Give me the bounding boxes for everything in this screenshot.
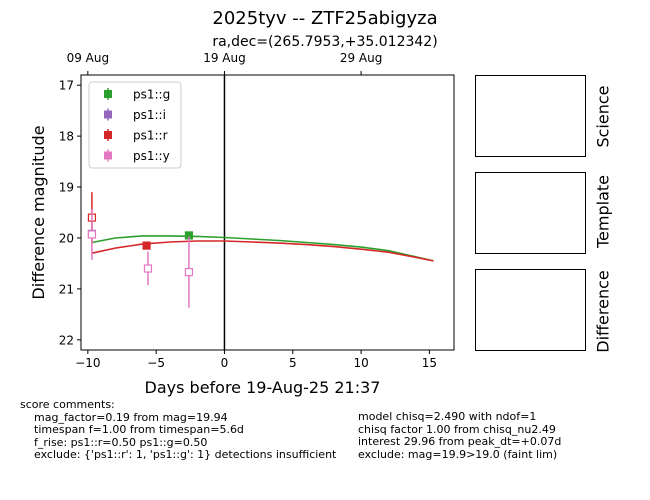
data-points: [87, 192, 194, 308]
legend-label-ps1-r: ps1::r: [133, 129, 168, 143]
legend-marker-ps1-y: [104, 151, 112, 160]
legend-label-ps1-g: ps1::g: [133, 88, 170, 102]
top-tick-label: 29 Aug: [340, 51, 383, 65]
x-tick-label: 10: [353, 356, 368, 370]
legend-label-ps1-y: ps1::y: [133, 149, 170, 163]
point-ps1-y: [184, 267, 194, 277]
y-tick-label: 22: [59, 333, 74, 347]
comment-line: model chisq=2.490 with ndof=1: [358, 410, 537, 423]
comment-line: exclude: mag=19.9>19.0 (faint lim): [358, 447, 558, 461]
x-tick-label: −10: [75, 356, 100, 370]
score-comments-header: score comments:: [20, 398, 115, 411]
science-cutout: [475, 75, 586, 157]
y-tick-label: 20: [59, 231, 74, 245]
figure-title: 2025tyv -- ZTF25abigyza: [212, 8, 438, 29]
y-axis-label: Difference magnitude: [29, 125, 48, 299]
y-tick-label: 21: [59, 282, 74, 296]
axes: −10 −5 0 5 10 15 17 18 19 20 21 22 09 Aug 19 Aug 29 Au…: [29, 51, 455, 397]
x-axis-label: Days before 19-Aug-25 21:37: [145, 378, 381, 397]
top-tick-label: 09 Aug: [67, 51, 110, 65]
score-comments-right: model chisq=2.490 with ndof=1 chisq fact…: [358, 410, 562, 461]
y-tick-label: 19: [59, 181, 74, 195]
comment-line: chisq factor 1.00 from chisq_nu2.49: [358, 422, 556, 436]
legend-marker-ps1-r: [104, 131, 112, 139]
comment-line: f_rise: ps1::r=0.50 ps1::g=0.50: [34, 435, 208, 449]
template-cutout: [475, 172, 586, 254]
point-ps1-y: [87, 230, 97, 239]
y-tick-label: 18: [59, 130, 74, 144]
point-ps1-y: [143, 264, 153, 273]
x-tick-label: 0: [221, 356, 229, 370]
plot-frame: [80, 74, 455, 351]
top-tick-label: 19 Aug: [203, 51, 246, 65]
comment-line: exclude: {'ps1::r': 1, 'ps1::g': 1} dete…: [34, 448, 337, 461]
difference-label: Difference: [593, 270, 613, 353]
legend-marker-ps1-i: [104, 110, 112, 119]
point-ps1-r: [142, 241, 151, 250]
legend-label-ps1-i: ps1::i: [133, 108, 166, 122]
x-tick-label: 15: [422, 356, 437, 370]
comment-line: timespan f=1.00 from timespan=5.6d: [34, 423, 244, 436]
comment-line: mag_factor=0.19 from mag=19.94: [34, 410, 228, 424]
figure-subtitle: ra,dec=(265.7953,+35.012342): [212, 34, 438, 50]
legend-marker-ps1-g: [104, 90, 112, 98]
y-tick-label: 17: [59, 79, 74, 93]
x-tick-label: −5: [147, 356, 165, 370]
comment-line: interest 29.96 from peak_dt=+0.07d: [358, 435, 562, 448]
difference-cutout: [475, 269, 586, 351]
score-comments-left: score comments: mag_factor=0.19 from mag…: [20, 398, 337, 462]
legend-box: [88, 81, 182, 169]
model-curve-ps1-g: [91, 235, 434, 262]
x-tick-label: 5: [289, 356, 297, 370]
